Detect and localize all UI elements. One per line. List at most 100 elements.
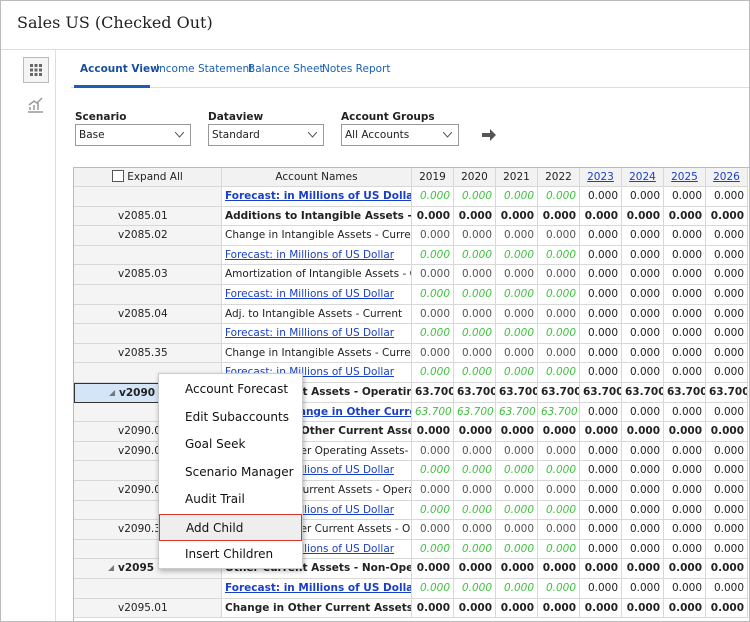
value-cell: 0.000	[664, 187, 706, 207]
value-cell: 0.000	[538, 422, 580, 442]
value-cell: 0.000	[538, 539, 580, 560]
value-cell: 0.000	[580, 206, 622, 227]
value-cell: 0.000	[454, 461, 496, 481]
row-id[interactable]	[74, 324, 222, 344]
value-cell: 0.000	[412, 206, 454, 227]
value-cell: 0.000	[496, 422, 538, 442]
value-cell: 0.000	[580, 187, 622, 207]
account-name[interactable]: Forecast: in Millions of US Dollar	[222, 285, 412, 305]
expand-all-label: Expand All	[127, 171, 183, 183]
value-cell: 0.000	[454, 579, 496, 599]
value-cell: 0.000	[538, 520, 580, 540]
filter-select[interactable]: Standard	[208, 124, 324, 146]
value-cell: 0.000	[664, 304, 706, 325]
year-header: 2021	[496, 168, 538, 187]
grid-icon-button[interactable]	[23, 57, 49, 83]
tab[interactable]: Notes Report	[322, 63, 391, 75]
value-cell: 0.000	[580, 441, 622, 462]
value-cell: 63.700	[412, 383, 454, 403]
value-cell: 0.000	[454, 245, 496, 266]
value-cell: 0.000	[622, 402, 664, 423]
row-id-text: v2085.02	[118, 229, 168, 242]
value-cell: 0.000	[454, 539, 496, 560]
menu-item[interactable]: Scenario Manager	[185, 464, 294, 479]
account-name[interactable]: Forecast: in Millions of US Dollar	[222, 187, 412, 207]
value-cell: 0.000	[496, 559, 538, 579]
value-cell: 63.700	[580, 383, 622, 403]
value-cell: 0.000	[622, 265, 664, 285]
year-header[interactable]: 2023	[580, 168, 622, 187]
value-cell: 0.000	[580, 422, 622, 442]
value-cell: 0.000	[538, 559, 580, 579]
row-id[interactable]: v2085.01	[74, 206, 222, 227]
value-cell: 0.000	[664, 402, 706, 423]
year-header[interactable]: 2024	[622, 168, 664, 187]
value-cell: 0.000	[580, 402, 622, 423]
menu-item[interactable]: Audit Trail	[185, 492, 245, 506]
menu-item[interactable]: Edit Subaccounts	[185, 409, 289, 424]
value-cell: 63.700	[496, 402, 538, 423]
filter-select[interactable]: All Accounts	[341, 124, 459, 146]
row-id[interactable]	[74, 285, 222, 305]
value-cell: 0.000	[622, 481, 664, 501]
value-cell: 0.000	[580, 363, 622, 383]
value-cell: 0.000	[412, 245, 454, 266]
collapse-triangle[interactable]	[109, 390, 115, 396]
menu-item[interactable]: Account Forecast	[185, 382, 289, 396]
checkbox[interactable]	[112, 170, 125, 182]
tab[interactable]: Income Statement	[156, 63, 254, 75]
value-cell: 0.000	[538, 481, 580, 501]
value-cell: 0.000	[622, 187, 664, 207]
value-cell: 0.000	[664, 422, 706, 442]
value-cell: 0.000	[580, 500, 622, 521]
value-cell: 0.000	[538, 441, 580, 462]
value-cell: 0.000	[664, 539, 706, 560]
value-cell: 0.000	[580, 304, 622, 325]
row-id[interactable]: v2095.01	[74, 598, 222, 619]
menu-item[interactable]: Insert Children	[185, 547, 274, 561]
select-value: Base	[79, 129, 105, 141]
page-title: Sales US (Checked Out)	[17, 13, 213, 32]
row-id[interactable]: v2085.04	[74, 304, 222, 325]
value-cell: 0.000	[538, 285, 580, 305]
year-header[interactable]: 2025	[664, 168, 706, 187]
value-cell: 0.000	[496, 598, 538, 619]
account-name[interactable]: Forecast: in Millions of US Dollar	[222, 245, 412, 266]
filter-select[interactable]: Base	[75, 124, 191, 146]
value-cell: 63.700	[538, 383, 580, 403]
value-cell: 0.000	[664, 324, 706, 344]
row-id[interactable]: v2085.03	[74, 265, 222, 285]
chart-icon-button[interactable]	[23, 93, 47, 117]
value-cell: 0.000	[664, 598, 706, 619]
value-cell: 0.000	[538, 206, 580, 227]
value-cell: 0.000	[538, 245, 580, 266]
row-id-text: v2090.02	[118, 444, 168, 457]
go-arrow[interactable]	[481, 128, 497, 142]
row-id[interactable]	[74, 187, 222, 207]
year-header[interactable]: 2026	[706, 168, 748, 187]
row-id[interactable]: v2085.02	[74, 226, 222, 246]
value-cell: 0.000	[706, 245, 748, 266]
value-cell: 0.000	[538, 598, 580, 619]
expand-all-header[interactable]: Expand All	[74, 168, 222, 187]
menu-item[interactable]: Add Child	[159, 513, 302, 541]
row-id-text: v2085.03	[118, 268, 168, 281]
tab[interactable]: Account View	[80, 63, 160, 75]
value-cell: 0.000	[412, 285, 454, 305]
account-name[interactable]: Forecast: in Millions of US Dollar	[222, 579, 412, 599]
value-cell: 63.700	[622, 383, 664, 403]
select-value: All Accounts	[345, 129, 410, 141]
collapse-triangle[interactable]	[108, 565, 114, 572]
row-id[interactable]: v2085.35	[74, 343, 222, 364]
row-id-text: v2095.01	[118, 601, 168, 614]
value-cell: 0.000	[496, 285, 538, 305]
row-id[interactable]	[74, 579, 222, 599]
select-value: Standard	[212, 129, 260, 141]
tab[interactable]: Balance Sheet	[248, 63, 324, 75]
row-id[interactable]	[74, 245, 222, 266]
account-name[interactable]: Forecast: in Millions of US Dollar	[222, 324, 412, 344]
value-cell: 0.000	[412, 422, 454, 442]
value-cell: 0.000	[496, 539, 538, 560]
menu-item[interactable]: Goal Seek	[185, 437, 246, 451]
value-cell: 0.000	[664, 285, 706, 305]
